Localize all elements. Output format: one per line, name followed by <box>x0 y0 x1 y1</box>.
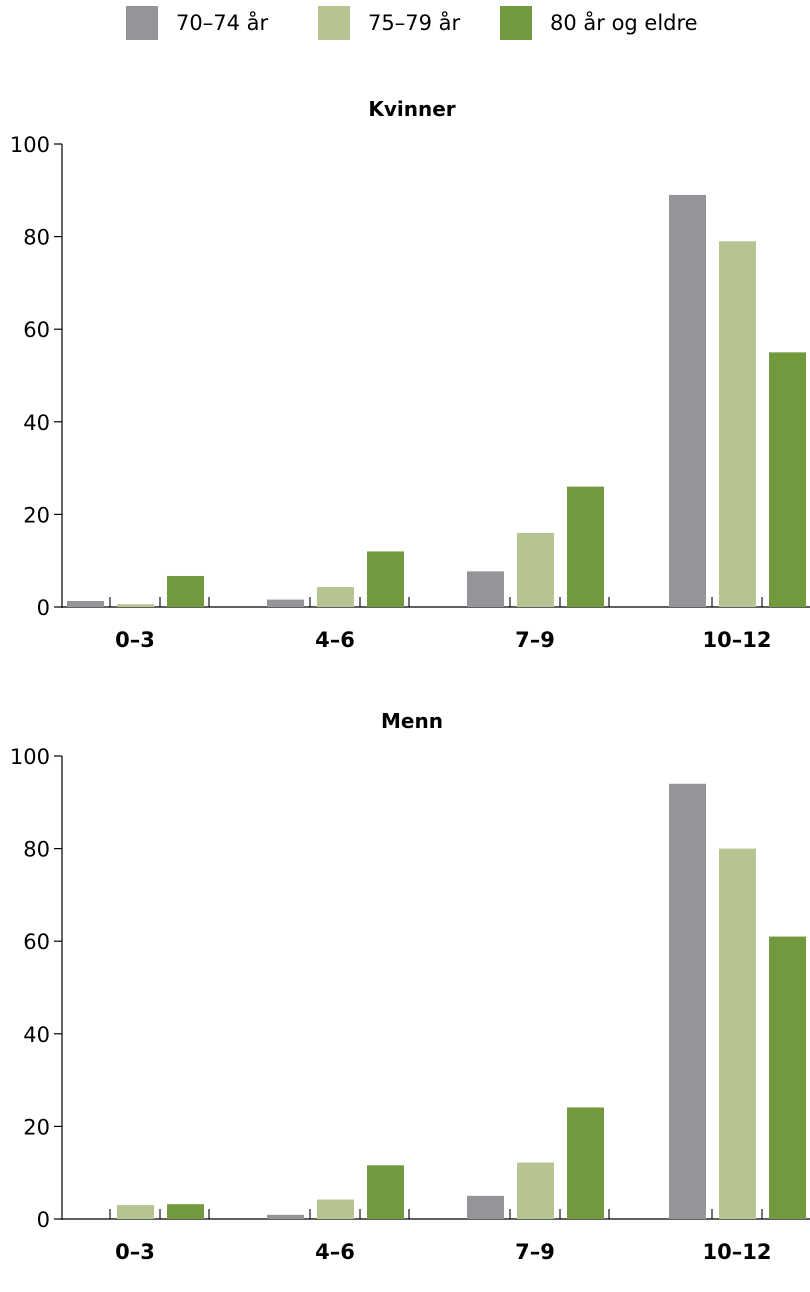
bar-10-12-series-1 <box>669 783 706 1219</box>
y-tick-label: 0 <box>37 1208 50 1232</box>
x-tick-label: 4–6 <box>315 628 355 652</box>
x-tick-label: 4–6 <box>315 1240 355 1264</box>
x-tick-label: 0–3 <box>115 1240 155 1264</box>
y-tick-label: 20 <box>23 1115 50 1139</box>
chart-kvinner: Kvinner 0 20 40 60 80 100 0–3 4–6 7–9 10–12 <box>10 97 810 652</box>
bar-7-9-series-1 <box>467 571 504 607</box>
bar-4-6-series-3 <box>367 1165 404 1219</box>
x-tick-label: 10–12 <box>703 628 772 652</box>
bar-0-3-series-3 <box>167 575 204 607</box>
y-tick-label: 60 <box>23 318 50 342</box>
y-tick-label: 100 <box>10 133 50 157</box>
legend-swatch-80-plus <box>500 6 532 40</box>
bar-10-12-series-1 <box>669 194 706 607</box>
bar-10-12-series-2 <box>719 848 756 1219</box>
legend-item-80-plus: 80 år og eldre <box>500 6 698 40</box>
bar-7-9-series-2 <box>517 1162 554 1219</box>
bar-7-9-series-1 <box>467 1195 504 1219</box>
bar-10-12-series-3 <box>769 936 806 1219</box>
legend-label-75-79: 75–79 år <box>368 11 461 35</box>
y-tick-label: 40 <box>23 411 50 435</box>
legend-label-70-74: 70–74 år <box>176 11 269 35</box>
y-tick-label: 0 <box>37 596 50 620</box>
y-tick-label: 40 <box>23 1023 50 1047</box>
chart-menn: Menn 0 20 40 60 80 100 0–3 4–6 7–9 10–12 <box>10 709 810 1264</box>
bar-0-3-series-1 <box>67 600 104 607</box>
bar-10-12-series-2 <box>719 241 756 608</box>
legend: 70–74 år 75–79 år 80 år og eldre <box>0 0 810 50</box>
y-tick-label: 100 <box>10 745 50 769</box>
bar-0-3-series-3 <box>167 1204 204 1219</box>
bar-7-9-series-3 <box>567 1107 604 1219</box>
x-tick-label: 10–12 <box>703 1240 772 1264</box>
bar-4-6-series-3 <box>367 551 404 607</box>
bar-4-6-series-1 <box>267 1214 304 1219</box>
x-tick-label: 0–3 <box>115 628 155 652</box>
y-tick-label: 60 <box>23 930 50 954</box>
bar-10-12-series-3 <box>769 352 806 607</box>
legend-swatch-75-79 <box>318 6 350 40</box>
x-tick-label: 7–9 <box>515 628 555 652</box>
bar-7-9-series-3 <box>567 486 604 607</box>
y-tick-label: 80 <box>23 226 50 250</box>
x-tick-label: 7–9 <box>515 1240 555 1264</box>
bar-0-3-series-2 <box>117 604 154 607</box>
legend-swatch-70-74 <box>126 6 158 40</box>
chart-title: Menn <box>381 709 443 733</box>
legend-item-75-79: 75–79 år <box>318 6 460 40</box>
legend-label-80-plus: 80 år og eldre <box>550 11 698 35</box>
bar-4-6-series-2 <box>317 1199 354 1219</box>
y-tick-label: 20 <box>23 503 50 527</box>
bar-4-6-series-2 <box>317 587 354 607</box>
bar-4-6-series-1 <box>267 599 304 607</box>
bar-0-3-series-2 <box>117 1205 154 1219</box>
chart-title: Kvinner <box>368 97 455 121</box>
legend-item-70-74: 70–74 år <box>126 6 268 40</box>
bar-7-9-series-2 <box>517 532 554 607</box>
y-tick-label: 80 <box>23 838 50 862</box>
